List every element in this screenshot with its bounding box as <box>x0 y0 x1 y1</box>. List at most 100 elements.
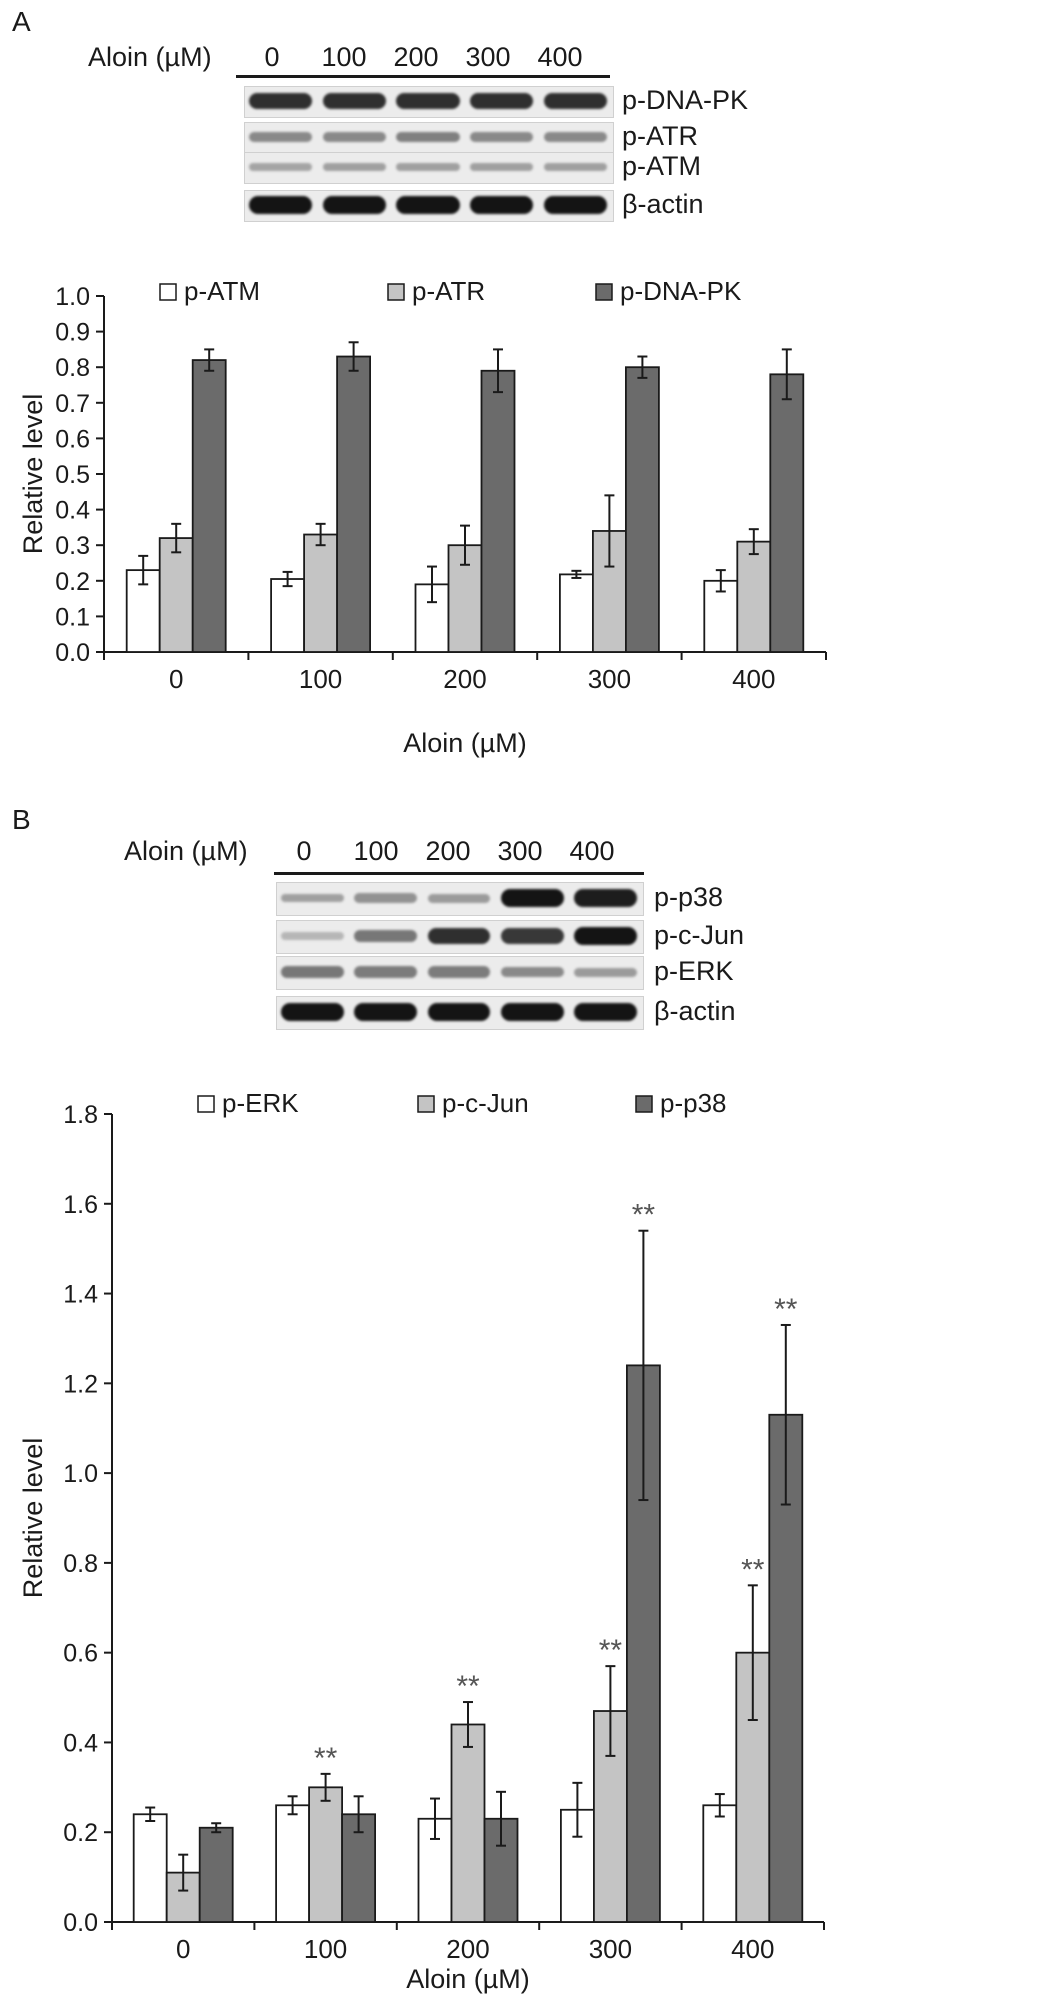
x-tick-label: 300 <box>589 1934 632 1964</box>
blot-band <box>427 1003 491 1021</box>
blot-band <box>281 893 345 903</box>
blot-band <box>469 131 534 143</box>
legend-label: p-c-Jun <box>442 1088 529 1118</box>
y-tick-label: 0.2 <box>55 568 90 596</box>
blot-band <box>322 92 387 110</box>
blot-concentration-label: 400 <box>569 836 615 866</box>
blot-band <box>543 92 607 110</box>
legend-swatch <box>387 283 405 301</box>
blot-a-title: Aloin (µM) <box>88 42 212 72</box>
blot-concentration-label: 400 <box>537 42 583 72</box>
blot-band <box>354 893 418 903</box>
legend-swatch <box>159 283 177 301</box>
blot-band <box>543 196 607 214</box>
legend-label: p-DNA-PK <box>620 276 742 306</box>
significance-marker: ** <box>774 1293 798 1326</box>
y-tick-label: 0.3 <box>55 532 90 560</box>
blot-band <box>281 966 345 978</box>
blot-band <box>543 131 607 143</box>
bar <box>191 359 227 653</box>
bar <box>308 1786 344 1923</box>
legend-swatch <box>417 1095 435 1113</box>
blot-b-title: Aloin (µM) <box>124 836 248 866</box>
blot-protein-label-p-atm: p-ATM <box>622 151 701 181</box>
blot-band <box>354 966 418 978</box>
bar <box>769 373 805 653</box>
blot-band <box>573 927 637 945</box>
y-tick-label: 0.4 <box>55 497 90 525</box>
blot-band <box>249 162 313 172</box>
blot-a-header-line <box>236 75 610 78</box>
x-tick-label: 200 <box>446 1934 489 1964</box>
y-tick-label: 0.8 <box>63 1550 98 1578</box>
blot-band <box>500 889 564 907</box>
blot-concentration-label: 0 <box>264 42 280 72</box>
blot-band <box>322 196 387 214</box>
legend-label: p-ATR <box>412 276 485 306</box>
y-axis-label: Relative level <box>18 394 48 555</box>
bar <box>275 1804 311 1923</box>
blot-band <box>469 196 534 214</box>
blot-band <box>281 932 345 940</box>
blot-concentration-label: 200 <box>425 836 471 866</box>
blot-protein-label-p-erk: p-ERK <box>654 956 734 986</box>
y-tick-label: 0.2 <box>63 1819 98 1847</box>
blot-concentration-label: 100 <box>321 42 367 72</box>
legend-label: p-ATM <box>184 276 260 306</box>
x-axis-label: Aloin (µM) <box>406 1964 530 1994</box>
x-tick-label: 400 <box>731 1934 774 1964</box>
significance-marker: ** <box>599 1634 623 1667</box>
x-tick-label: 0 <box>169 664 183 694</box>
blot-concentration-label: 0 <box>296 836 312 866</box>
y-tick-label: 0.6 <box>63 1640 98 1668</box>
blot-band <box>500 928 564 944</box>
blot-band <box>573 967 637 977</box>
blot-band <box>469 162 534 172</box>
y-tick-label: 0.9 <box>55 319 90 347</box>
blot-band <box>427 927 491 945</box>
y-tick-label: 1.6 <box>63 1191 98 1219</box>
blot-band <box>427 966 491 978</box>
blot-band <box>322 131 387 143</box>
significance-marker: ** <box>314 1742 338 1775</box>
blot-band <box>396 162 460 172</box>
blot-b-header-line <box>274 872 644 875</box>
blot-concentration-label: 300 <box>497 836 543 866</box>
x-axis-label: Aloin (µM) <box>403 728 527 758</box>
blot-band <box>354 930 418 942</box>
blot-band <box>322 162 387 172</box>
bar-chart-a: 0.0 0.1 0.2 0.3 0.4 0.5 0.6 0.7 0.8 0.9 1.0 0 100 200… <box>18 276 827 758</box>
blot-protein-label-p-p38: p-p38 <box>654 882 724 912</box>
y-tick-label: 0.5 <box>55 461 90 489</box>
blot-band <box>354 1003 418 1021</box>
blot-band <box>281 1003 345 1021</box>
legend-swatch <box>635 1095 653 1113</box>
blot-protein-label-p-dna-pk: p-DNA-PK <box>622 85 749 115</box>
blot-band <box>396 196 460 214</box>
legend-swatch <box>197 1095 215 1113</box>
significance-marker: ** <box>456 1670 480 1703</box>
blot-protein-label-actin: β-actin <box>654 996 736 1026</box>
blot-band <box>500 966 564 978</box>
y-tick-label: 0.7 <box>55 390 90 418</box>
y-tick-label: 0.6 <box>55 425 90 453</box>
blot-concentration-label: 100 <box>353 836 399 866</box>
legend-label: p-ERK <box>222 1088 299 1118</box>
y-tick-label: 0.0 <box>55 639 90 667</box>
y-axis-label: Relative level <box>18 1438 48 1599</box>
y-tick-label: 1.2 <box>63 1370 98 1398</box>
y-tick-label: 1.4 <box>63 1281 98 1309</box>
blot-concentration-label: 300 <box>465 42 511 72</box>
blot-band <box>543 162 607 172</box>
blot-band <box>469 92 534 110</box>
bar <box>450 1723 486 1923</box>
significance-marker: ** <box>632 1199 656 1232</box>
blot-band <box>249 131 313 143</box>
x-tick-label: 100 <box>299 664 342 694</box>
bar <box>625 366 660 653</box>
bar <box>198 1826 234 1923</box>
bar <box>702 1804 738 1923</box>
blot-band <box>500 1003 564 1021</box>
y-tick-label: 1.8 <box>63 1101 98 1129</box>
